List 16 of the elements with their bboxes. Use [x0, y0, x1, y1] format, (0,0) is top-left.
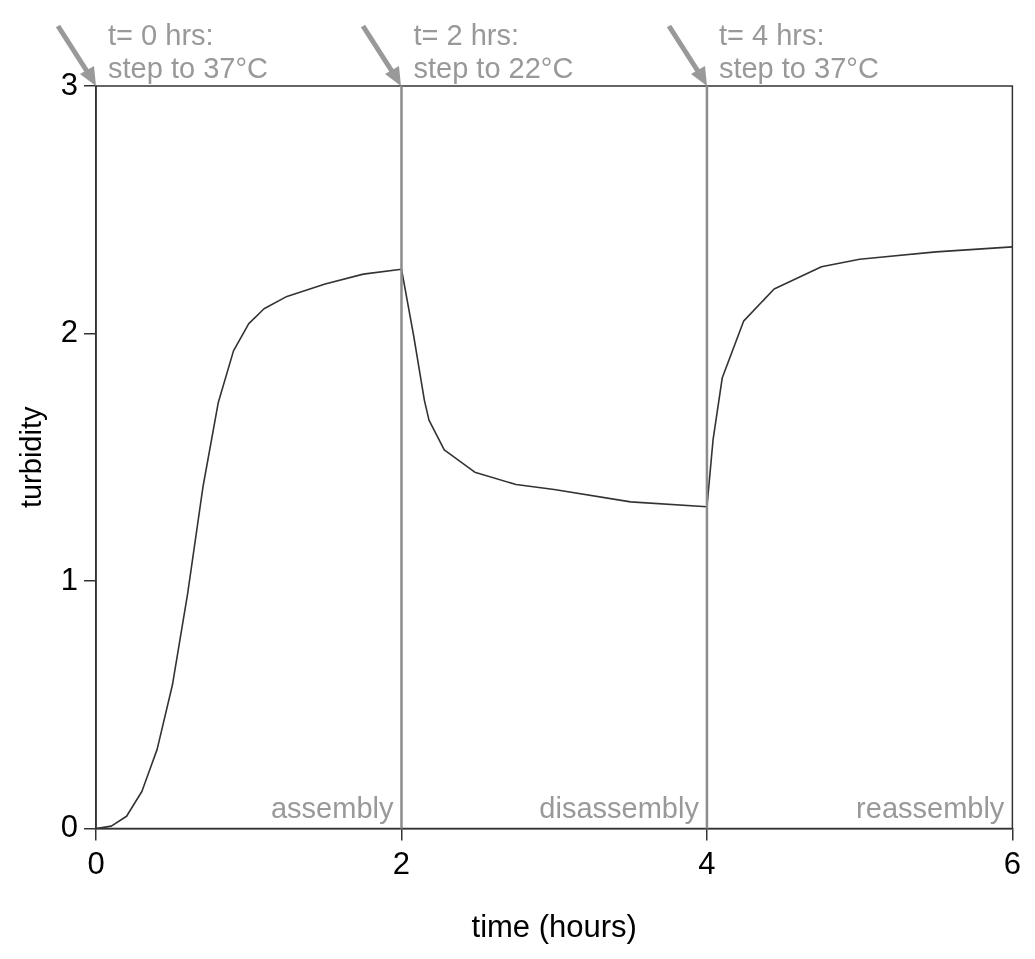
- text: t= 4 hrs: step to 37°C: [718, 19, 879, 84]
- text: t= 2 hrs: step to 22°C: [413, 19, 574, 84]
- x-tick-label: 2: [392, 845, 411, 881]
- y-tick-label: 3: [60, 66, 79, 102]
- y-axis-title: turbidity: [15, 406, 48, 509]
- x-tick-label: 6: [1003, 845, 1021, 881]
- x-tick-label: 4: [698, 845, 716, 881]
- x-tick-label: 0: [87, 845, 105, 881]
- y-tick-label: 0: [60, 809, 79, 845]
- text: t= 0 hrs: step to 37°C: [108, 19, 268, 84]
- x-axis-title: time (hours): [471, 908, 637, 944]
- y-tick-label: 1: [60, 561, 79, 597]
- annotation: assembly: [270, 792, 394, 825]
- y-tick-label: 2: [60, 314, 79, 350]
- annotation: reassembly: [856, 792, 1005, 825]
- annotation: disassembly: [539, 792, 700, 825]
